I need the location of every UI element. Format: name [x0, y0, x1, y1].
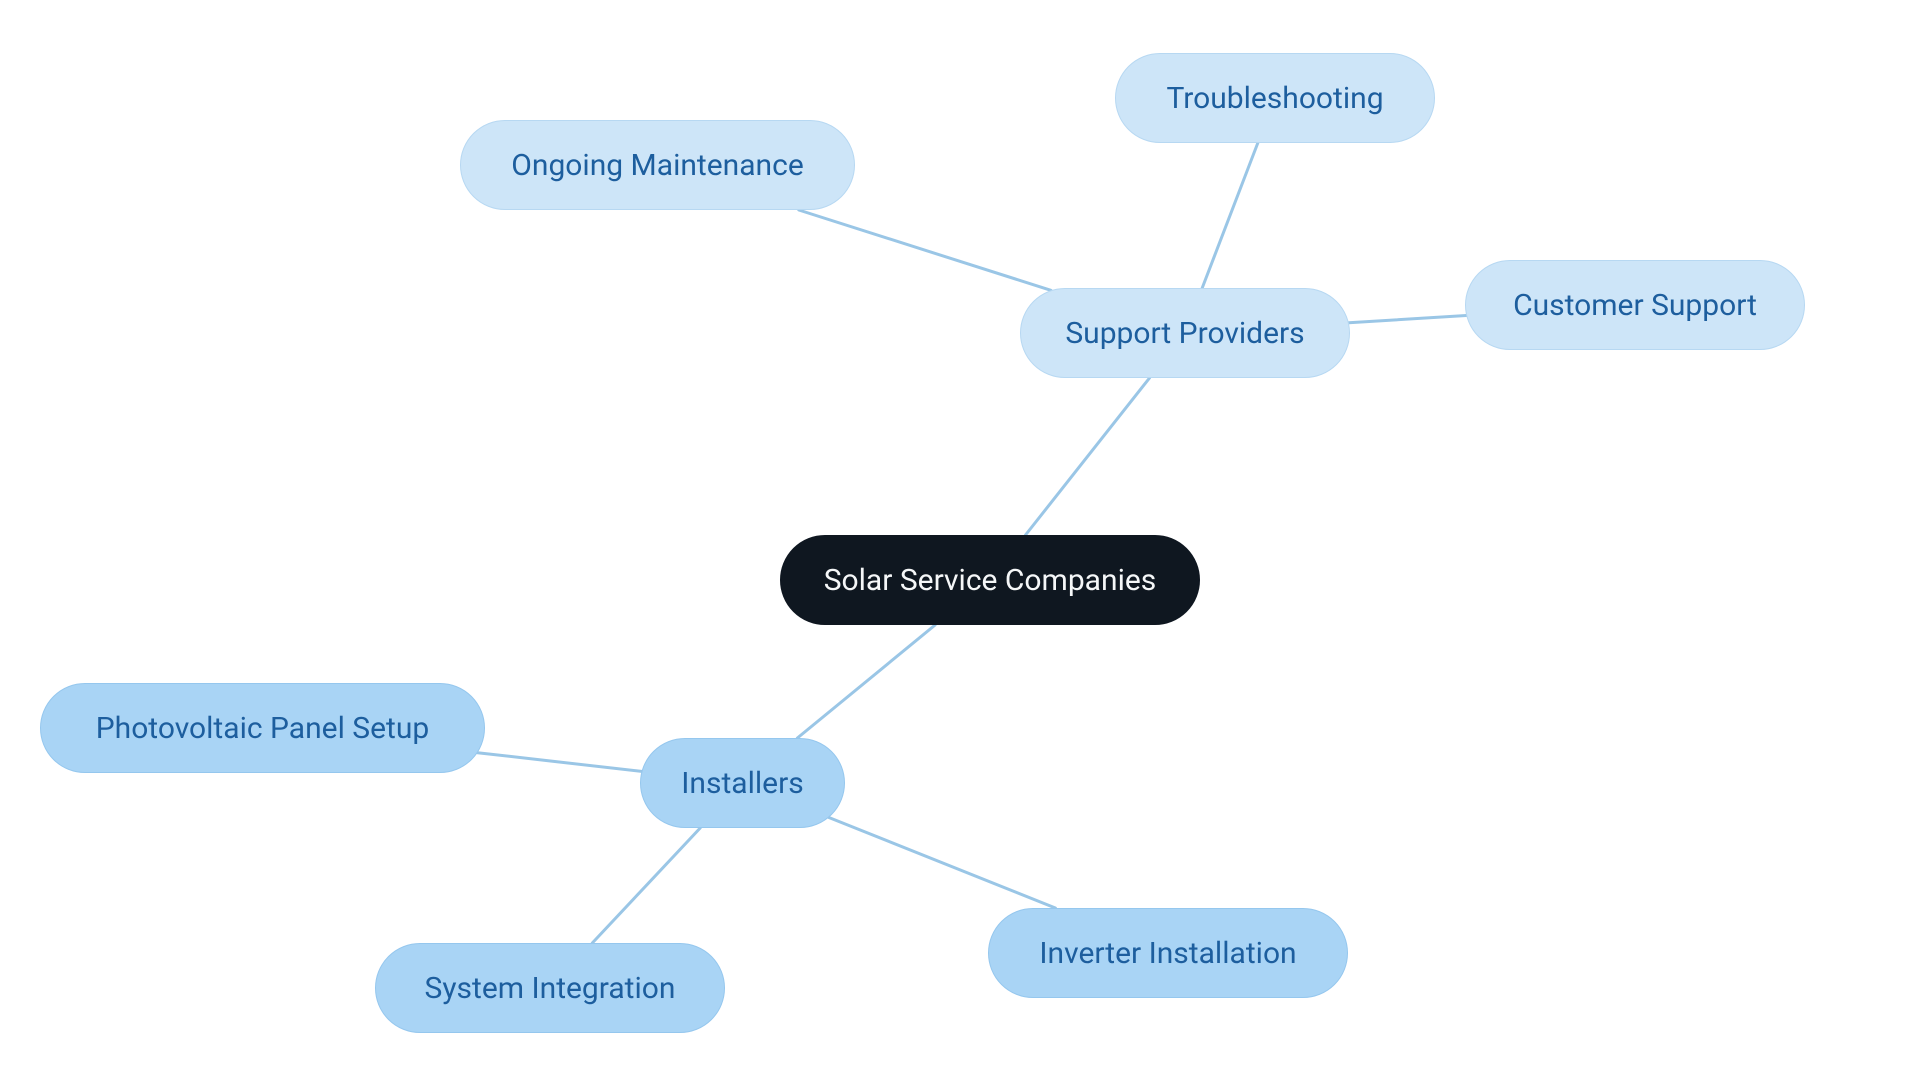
node-label: Photovoltaic Panel Setup	[96, 711, 429, 746]
node-label: Customer Support	[1513, 288, 1757, 323]
node-label: Installers	[681, 766, 804, 801]
node-custsupport: Customer Support	[1465, 260, 1805, 350]
node-label: Support Providers	[1065, 316, 1304, 351]
edge	[829, 818, 1056, 909]
edge	[478, 753, 642, 772]
node-troubleshoot: Troubleshooting	[1115, 53, 1435, 143]
node-support: Support Providers	[1020, 288, 1350, 378]
node-label: Solar Service Companies	[824, 563, 1157, 598]
edge	[1202, 143, 1258, 288]
edge	[799, 210, 1051, 290]
node-sysint: System Integration	[375, 943, 725, 1033]
edge	[797, 625, 935, 738]
edge	[592, 828, 700, 943]
node-inverter: Inverter Installation	[988, 908, 1348, 998]
node-ongoing: Ongoing Maintenance	[460, 120, 855, 210]
edge	[1349, 316, 1466, 323]
node-pvsetup: Photovoltaic Panel Setup	[40, 683, 485, 773]
node-root: Solar Service Companies	[780, 535, 1200, 625]
node-label: Troubleshooting	[1166, 81, 1383, 116]
node-label: Ongoing Maintenance	[511, 148, 803, 183]
diagram-canvas: Solar Service Companies Support Providers…	[0, 0, 1920, 1083]
node-installers: Installers	[640, 738, 845, 828]
node-label: Inverter Installation	[1039, 936, 1296, 971]
edge	[1026, 378, 1150, 535]
node-label: System Integration	[425, 971, 676, 1006]
